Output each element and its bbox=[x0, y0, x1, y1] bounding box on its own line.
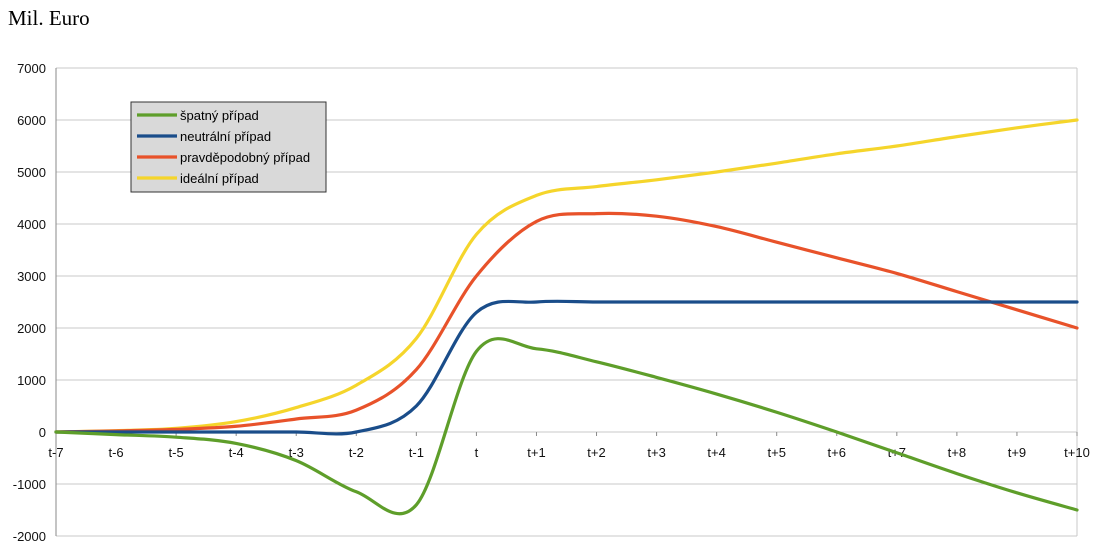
x-tick-label: t-1 bbox=[409, 445, 424, 460]
x-tick-label: t+4 bbox=[707, 445, 725, 460]
x-tick-label: t+10 bbox=[1064, 445, 1090, 460]
y-tick-label: 5000 bbox=[17, 165, 46, 180]
x-tick-label: t+2 bbox=[587, 445, 605, 460]
y-tick-label: -2000 bbox=[13, 529, 46, 542]
legend-label: pravděpodobný případ bbox=[180, 150, 310, 165]
y-tick-label: 7000 bbox=[17, 61, 46, 76]
x-tick-label: t+6 bbox=[828, 445, 846, 460]
x-tick-label: t+1 bbox=[527, 445, 545, 460]
y-tick-label: -1000 bbox=[13, 477, 46, 492]
x-tick-label: t-4 bbox=[229, 445, 244, 460]
chart-unit-title: Mil. Euro bbox=[8, 6, 90, 30]
x-tick-label: t-5 bbox=[169, 445, 184, 460]
y-tick-label: 2000 bbox=[17, 321, 46, 336]
series-line-ideální-případ bbox=[54, 118, 1079, 434]
y-tick-label: 4000 bbox=[17, 217, 46, 232]
x-tick-label: t-3 bbox=[289, 445, 304, 460]
x-tick-label: t-7 bbox=[48, 445, 63, 460]
series-line-pravděpodobný-případ bbox=[54, 211, 1079, 434]
y-tick-label: 0 bbox=[39, 425, 46, 440]
legend-label: ideální případ bbox=[180, 171, 259, 186]
legend-label: špatný případ bbox=[180, 108, 259, 123]
x-tick-label: t bbox=[475, 445, 479, 460]
y-axis-ticks: 7000 6000 5000 4000 3000 2000 1000 0 -1000 -2000 bbox=[13, 61, 46, 542]
legend-label: neutrální případ bbox=[180, 129, 271, 144]
x-tick-label: t+8 bbox=[948, 445, 966, 460]
x-tick-label: t+3 bbox=[647, 445, 665, 460]
series-lines bbox=[54, 118, 1079, 516]
series-line-neutrální-případ bbox=[54, 299, 1079, 436]
series-line-špatný-případ bbox=[54, 337, 1079, 516]
y-tick-label: 3000 bbox=[17, 269, 46, 284]
x-tick-label: t+5 bbox=[767, 445, 785, 460]
x-tick-label: t-6 bbox=[108, 445, 123, 460]
y-tick-label: 6000 bbox=[17, 113, 46, 128]
x-axis-ticks: t-7 t-6 t-5 t-4 t-3 t-2 t-1 t t+1 t+2 t+3 t+4 t+5 t+6… bbox=[48, 432, 1090, 460]
x-tick-label: t-2 bbox=[349, 445, 364, 460]
x-tick-label: t+9 bbox=[1008, 445, 1026, 460]
legend: špatný případ neutrální případ pravděpodob… bbox=[130, 101, 327, 193]
y-tick-label: 1000 bbox=[17, 373, 46, 388]
